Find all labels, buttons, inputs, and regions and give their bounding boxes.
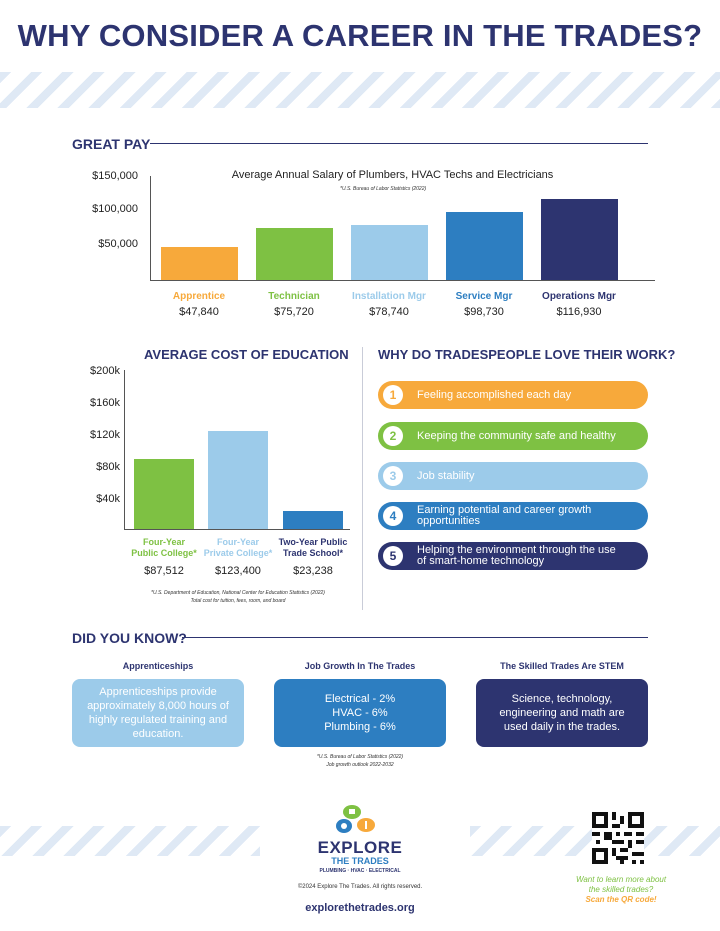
love-item: 4 Earning potential and career growth opp… bbox=[378, 502, 648, 530]
love-item-text: Feeling accomplished each day bbox=[417, 389, 572, 401]
salary-value-label: $116,930 bbox=[556, 306, 602, 318]
salary-category-label: Technician bbox=[268, 291, 320, 302]
education-category-label: Two-Year Public Trade School* bbox=[258, 537, 368, 559]
salary-value-label: $98,730 bbox=[464, 306, 504, 318]
education-label-line2: Private College* bbox=[203, 548, 273, 558]
education-source-line1: *U.S. Department of Education, National … bbox=[151, 590, 325, 596]
education-tick: $200k bbox=[90, 365, 120, 377]
salary-tick: $100,000 bbox=[92, 203, 138, 215]
love-item: 3 Job stability bbox=[378, 462, 648, 490]
logo-word-explore: EXPLORE bbox=[317, 838, 403, 857]
qr-cta: Want to learn more about the skilled tra… bbox=[556, 875, 686, 905]
box-heading: Job Growth In The Trades bbox=[304, 661, 416, 671]
love-heading: WHY DO TRADESPEOPLE LOVE THEIR WORK? bbox=[378, 347, 676, 362]
salary-bar bbox=[446, 211, 523, 280]
salary-value-label: $47,840 bbox=[179, 306, 219, 318]
education-category-label: Four-Year Private College* bbox=[183, 537, 293, 559]
qr-code-icon[interactable] bbox=[592, 812, 644, 864]
salary-bar bbox=[256, 227, 333, 280]
number-badge: 4 bbox=[383, 506, 403, 526]
great-pay-heading: GREAT PAY bbox=[72, 136, 151, 152]
great-pay-rule bbox=[150, 143, 648, 144]
salary-bar bbox=[351, 225, 428, 280]
number-badge: 3 bbox=[383, 466, 403, 486]
did-you-know-heading: DID YOU KNOW? bbox=[72, 630, 187, 646]
number-badge: 5 bbox=[383, 546, 403, 566]
cta-line2: the skilled trades? bbox=[588, 885, 654, 894]
love-item-text: Keeping the community safe and healthy bbox=[417, 430, 616, 442]
salary-x-axis bbox=[150, 280, 655, 281]
salary-bar bbox=[541, 198, 618, 280]
cta-line3: Scan the QR code! bbox=[585, 895, 657, 904]
cta-line1: Want to learn more about bbox=[575, 875, 667, 884]
copyright-text: ©2024 Explore The Trades. All rights res… bbox=[297, 884, 423, 890]
salary-value-label: $78,740 bbox=[369, 306, 409, 318]
info-box: Apprenticeships provide approximately 8,… bbox=[72, 679, 244, 747]
salary-chart-title: Average Annual Salary of Plumbers, HVAC … bbox=[231, 169, 554, 181]
education-label-line1: Two-Year Public bbox=[278, 537, 348, 547]
education-value-label: $87,512 bbox=[144, 565, 184, 577]
love-item-text: Job stability bbox=[417, 470, 475, 482]
education-label-line2: Public College* bbox=[131, 548, 197, 558]
job-growth-source-line1: *U.S. Bureau of Labor Statistics (2022) bbox=[316, 754, 404, 760]
education-label-line1: Four-Year bbox=[216, 537, 259, 547]
education-bar bbox=[208, 430, 268, 529]
explore-the-trades-logo: EXPLORE THE TRADES PLUMBING · HVAC · ELE… bbox=[300, 800, 420, 878]
logo-word-trades: THE TRADES bbox=[331, 856, 389, 866]
education-tick: $40k bbox=[96, 493, 120, 505]
info-box-text: Apprenticeships provide approximately 8,… bbox=[87, 686, 229, 740]
salary-category-label: Installation Mgr bbox=[352, 291, 426, 302]
salary-tick: $50,000 bbox=[98, 238, 138, 250]
did-you-know-rule bbox=[182, 637, 648, 638]
top-stripe-band bbox=[0, 72, 720, 108]
education-bar bbox=[283, 510, 343, 529]
education-x-axis bbox=[124, 529, 350, 530]
love-item: 5 Helping the environment through the use… bbox=[378, 542, 648, 570]
number-badge: 2 bbox=[383, 426, 403, 446]
education-source-line2: Total cost for tuition, fees, room, and … bbox=[190, 598, 286, 604]
info-box-text: Science, technology, engineering and mat… bbox=[499, 693, 625, 733]
salary-bar bbox=[161, 246, 238, 280]
job-growth-source: *U.S. Bureau of Labor Statistics (2022) J… bbox=[274, 753, 446, 769]
number-badge: 1 bbox=[383, 385, 403, 405]
love-item: 1 Feeling accomplished each day bbox=[378, 381, 648, 409]
education-category-label: Four-Year Public College* bbox=[109, 537, 219, 559]
love-item: 2 Keeping the community safe and healthy bbox=[378, 422, 648, 450]
info-box: Science, technology, engineering and mat… bbox=[476, 679, 648, 747]
box-heading: The Skilled Trades Are STEM bbox=[500, 661, 624, 671]
logo-subline: PLUMBING · HVAC · ELECTRICAL bbox=[319, 868, 401, 874]
box-heading: Apprenticeships bbox=[122, 661, 194, 671]
education-y-axis bbox=[124, 370, 125, 529]
education-value-label: $123,400 bbox=[215, 565, 261, 577]
salary-value-label: $75,720 bbox=[274, 306, 314, 318]
website-link[interactable]: explorethetrades.org bbox=[305, 902, 415, 914]
info-box: Electrical - 2% HVAC - 6% Plumbing - 6% bbox=[274, 679, 446, 747]
info-box-text: Electrical - 2% HVAC - 6% Plumbing - 6% bbox=[324, 693, 396, 733]
salary-y-axis bbox=[150, 176, 151, 280]
education-tick: $120k bbox=[90, 429, 120, 441]
salary-category-label: Apprentice bbox=[172, 291, 226, 302]
love-item-text: Helping the environment through the use … bbox=[417, 544, 616, 567]
love-item-text: Earning potential and career growth oppo… bbox=[417, 504, 592, 527]
education-heading: AVERAGE COST OF EDUCATION bbox=[144, 347, 349, 362]
speech-bubbles-icon bbox=[336, 805, 375, 833]
education-bar bbox=[134, 459, 194, 529]
education-tick: $80k bbox=[96, 461, 120, 473]
education-source: *U.S. Department of Education, National … bbox=[118, 589, 358, 605]
salary-chart-source: *U.S. Bureau of Labor Statistics (2022) bbox=[340, 186, 427, 192]
education-tick: $160k bbox=[90, 397, 120, 409]
page-title: WHY CONSIDER A CAREER IN THE TRADES? bbox=[17, 18, 703, 53]
education-label-line2: Trade School* bbox=[282, 548, 344, 558]
salary-tick: $150,000 bbox=[92, 170, 138, 182]
bottom-stripe-left bbox=[0, 826, 260, 856]
column-divider bbox=[362, 347, 363, 610]
education-label-line1: Four-Year bbox=[142, 537, 185, 547]
job-growth-source-line2: Job growth outlook 2022-2032 bbox=[326, 762, 394, 768]
salary-category-label: Operations Mgr bbox=[542, 291, 616, 302]
salary-category-label: Service Mgr bbox=[455, 291, 513, 302]
education-value-label: $23,238 bbox=[293, 565, 333, 577]
